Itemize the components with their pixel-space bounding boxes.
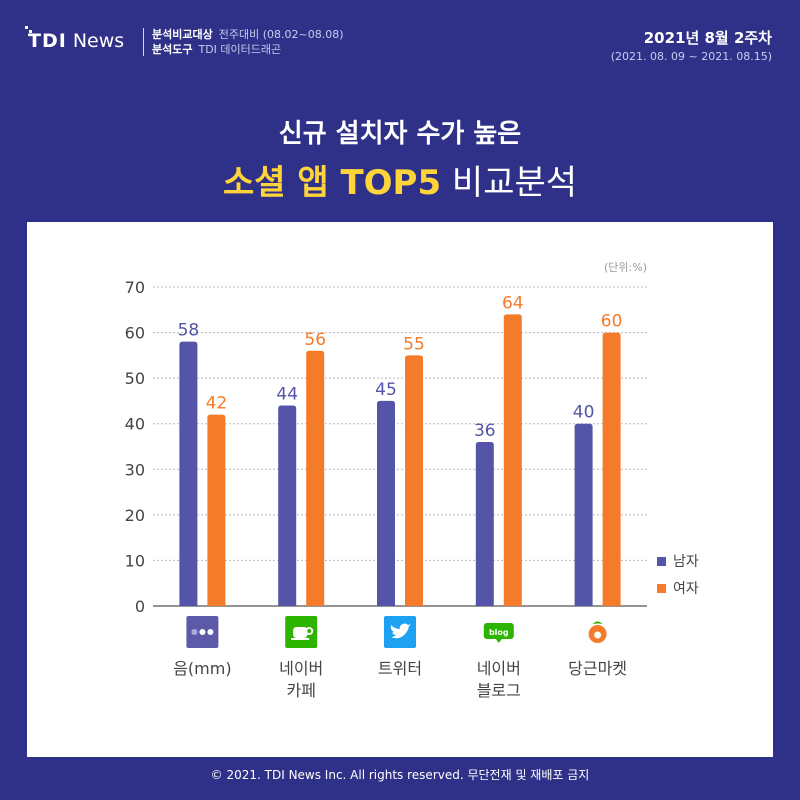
y-tick-label: 50: [125, 369, 145, 388]
page-title-line1: 신규 설치자 수가 높은: [278, 119, 522, 149]
y-tick-label: 70: [125, 278, 145, 297]
bar-female: [503, 314, 522, 606]
legend-swatch-female: [657, 584, 666, 593]
page-title-line2: 소셜 앱 TOP5 비교분석: [0, 155, 800, 204]
tdi-news-logo[interactable]: TDI News: [25, 26, 125, 52]
bar-male: [179, 341, 198, 606]
data-label: 36: [474, 421, 496, 441]
logo-dots-icon: [25, 26, 32, 33]
category-label: 카페: [286, 681, 315, 700]
category-label: 블로그: [477, 681, 521, 700]
data-label: 56: [304, 330, 326, 350]
bar-male: [377, 400, 395, 606]
data-label: 40: [573, 403, 595, 423]
analysis-meta: 분석비교대상 전주대비 (08.02~08.08) 분석도구 TDI 데이터드래곤: [152, 27, 344, 57]
category-label: 당근마켓: [568, 659, 627, 678]
data-label: 64: [502, 293, 524, 313]
report-period: 2021년 8월 2주차 (2021. 08. 09 ~ 2021. 08.15…: [611, 27, 772, 63]
y-tick-label: 40: [125, 415, 145, 434]
category-label: 네이버: [477, 659, 521, 678]
y-tick-label: 60: [125, 324, 145, 343]
bar-female: [602, 332, 621, 606]
y-tick-label: 30: [125, 460, 145, 479]
blog-icon-text: blog: [489, 628, 509, 637]
data-label: 42: [206, 394, 228, 414]
logo-tdi-text: TDI: [28, 30, 67, 52]
data-label: 44: [276, 384, 298, 404]
unit-label: (단위:%): [604, 261, 647, 274]
bar-female: [207, 414, 226, 606]
page-title-rest: 비교분석: [441, 163, 578, 203]
y-tick-label: 20: [125, 506, 145, 525]
cup-icon: [293, 627, 308, 638]
category-label: 음(mm): [173, 659, 231, 678]
data-label: 60: [601, 312, 623, 332]
legend-label: 여자: [673, 581, 699, 597]
meta-value-compare: 전주대비 (08.02~08.08): [218, 28, 344, 41]
bar-male: [574, 423, 593, 606]
cup-handle-icon: [305, 627, 314, 635]
y-tick-label: 0: [135, 597, 145, 616]
category-label: 트위터: [378, 659, 422, 678]
mm-dot-icon: [207, 629, 214, 635]
category-label: 네이버: [279, 659, 323, 678]
legend-swatch-male: [657, 557, 666, 566]
mm-dot-icon: [199, 629, 206, 635]
copyright-footer: © 2021. TDI News Inc. All rights reserve…: [210, 768, 590, 782]
mm-dot-icon: [191, 629, 198, 635]
bar-male: [278, 405, 297, 606]
carrot-center-icon: [594, 631, 602, 639]
carrot-leaf-icon: [592, 621, 603, 624]
header-divider: [143, 28, 144, 56]
bar-male: [475, 441, 494, 606]
meta-label-compare: 분석비교대상: [152, 28, 213, 41]
header: TDI News 분석비교대상 전주대비 (08.02~08.08) 분석도구 TD…: [0, 0, 800, 80]
cup-saucer-icon: [291, 638, 310, 640]
meta-label-tool: 분석도구: [152, 43, 193, 56]
naver-blog-icon: [483, 623, 514, 643]
data-label: 55: [403, 334, 425, 354]
logo-news-text: News: [72, 30, 125, 52]
twitter-bird-icon: [390, 623, 411, 639]
data-label: 58: [178, 321, 200, 341]
bar-female: [405, 355, 423, 606]
meta-value-tool: TDI 데이터드래곤: [198, 43, 282, 56]
period-range: (2021. 08. 09 ~ 2021. 08.15): [610, 50, 772, 63]
bar-female: [306, 350, 325, 606]
data-label: 45: [375, 380, 397, 400]
period-week: 2021년 8월 2주차: [643, 29, 772, 47]
y-tick-label: 10: [125, 551, 145, 570]
legend-label: 남자: [673, 554, 699, 570]
page-title-highlight: 소셜 앱 TOP5: [222, 163, 442, 203]
